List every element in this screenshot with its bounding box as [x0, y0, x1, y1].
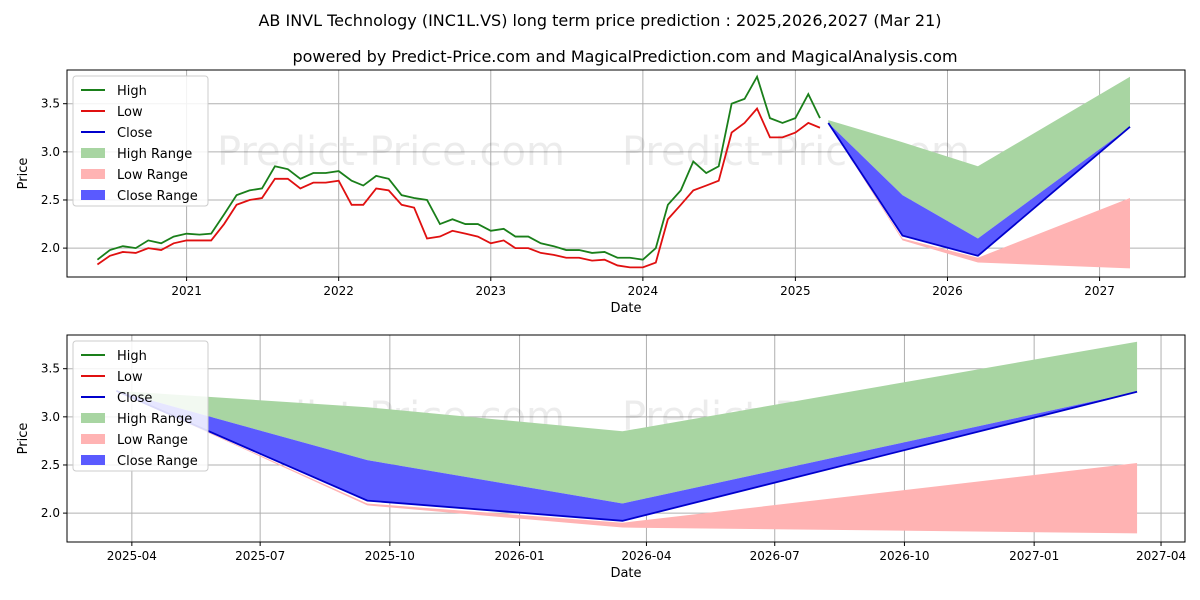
y-axis-label: Price	[16, 158, 31, 190]
plot-frame	[66, 334, 1186, 543]
legend-label: High Range	[117, 412, 192, 427]
legend-label: Low	[117, 370, 143, 385]
plot-area	[115, 341, 1138, 534]
legend-label: Close Range	[117, 189, 198, 204]
x-tick-label: 2027	[1084, 284, 1115, 298]
x-tick-label: 2027-04	[1136, 549, 1186, 563]
y-tick-label: 3.5	[41, 97, 60, 111]
x-tick-label: 2024	[628, 284, 659, 298]
legend-label: High Range	[117, 147, 192, 162]
legend-swatch-patch	[81, 190, 105, 200]
x-tick-label: 2026-07	[750, 549, 800, 563]
x-tick-label: 2021	[171, 284, 202, 298]
legend-swatch-patch	[81, 434, 105, 444]
chart-title: AB INVL Technology (INC1L.VS) long term …	[258, 11, 941, 30]
low-range-band	[828, 122, 1130, 269]
legend-label: Low Range	[117, 433, 188, 448]
close-range-band	[116, 390, 1138, 521]
x-tick-label: 2027-01	[1009, 549, 1059, 563]
close-range-band	[828, 122, 1130, 256]
x-tick-label: 2025-10	[365, 549, 415, 563]
x-tick-label: 2026	[932, 284, 963, 298]
y-tick-label: 3.0	[41, 410, 60, 424]
y-tick-label: 2.5	[41, 193, 60, 207]
legend-swatch-patch	[81, 148, 105, 158]
plot-frame	[66, 69, 1186, 278]
x-axis-label: Date	[610, 566, 641, 581]
x-tick-label: 2026-04	[621, 549, 671, 563]
x-tick-label: 2025	[780, 284, 811, 298]
bottom-panel: 2.0 2.5 3.0 3.5 2025-04 2025-07 2025-10 2026-01…	[16, 334, 1186, 581]
watermark-text: Predict-Price.com	[217, 129, 565, 175]
x-axis-label: Date	[610, 301, 641, 316]
low-range-band	[116, 390, 1138, 534]
high-range-band	[828, 76, 1130, 239]
close-forecast-line	[115, 390, 1138, 522]
chart-subtitle: powered by Predict-Price.com and Magical…	[292, 47, 957, 66]
x-tick-label: 2022	[323, 284, 354, 298]
low-series-line	[96, 106, 821, 269]
legend-swatch-patch	[81, 455, 105, 465]
legend-label: Close	[117, 126, 152, 141]
legend-label: Close	[117, 391, 152, 406]
y-tick-label: 2.0	[41, 506, 60, 520]
high-series-line	[96, 74, 821, 261]
legend-swatch-patch	[81, 169, 105, 179]
legend-label: High	[117, 349, 147, 364]
x-tick-label: 2026-01	[494, 549, 544, 563]
x-tick-label: 2025-04	[107, 549, 157, 563]
y-tick-label: 2.0	[41, 241, 60, 255]
legend-box	[72, 340, 209, 472]
close-forecast-line	[827, 122, 1131, 257]
top-panel: 2.0 2.5 3.0 3.5 2021 2022 2023 2024 2025 2026 2027…	[16, 69, 1186, 316]
legend-swatch-patch	[81, 413, 105, 423]
y-tick-label: 2.5	[41, 458, 60, 472]
legend-label: Low	[117, 105, 143, 120]
plot-area	[96, 74, 1131, 269]
legend-box	[72, 75, 209, 207]
legend-label: Close Range	[117, 454, 198, 469]
x-tick-label: 2026-10	[879, 549, 929, 563]
y-axis-label: Price	[16, 423, 31, 455]
high-range-band	[116, 341, 1138, 504]
x-tick-label: 2025-07	[235, 549, 285, 563]
legend-label: Low Range	[117, 168, 188, 183]
y-tick-label: 3.5	[41, 362, 60, 376]
legend-label: High	[117, 84, 147, 99]
y-tick-label: 3.0	[41, 145, 60, 159]
x-tick-label: 2023	[476, 284, 507, 298]
